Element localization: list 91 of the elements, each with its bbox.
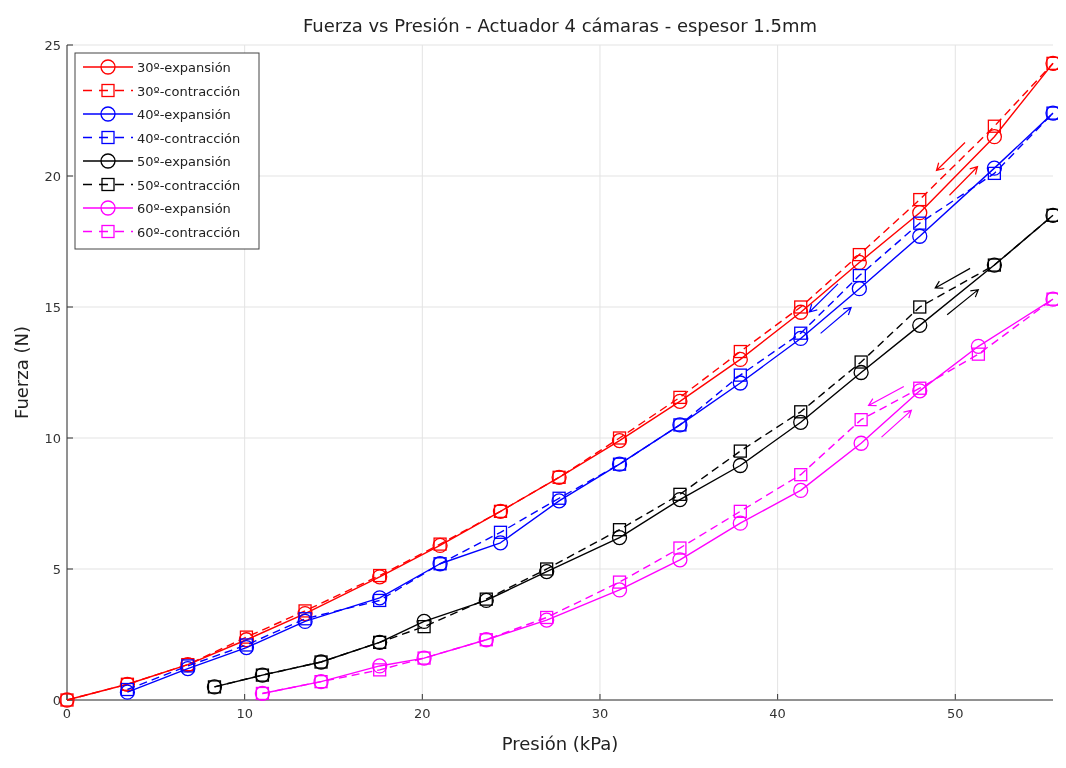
point <box>611 432 628 449</box>
point <box>913 381 927 395</box>
point <box>732 351 748 368</box>
point <box>673 541 687 555</box>
point <box>239 638 254 652</box>
point <box>732 515 748 531</box>
point <box>238 632 255 648</box>
point <box>733 504 747 519</box>
point <box>852 268 866 283</box>
y-tick-label: 10 <box>44 431 61 446</box>
point <box>298 612 312 626</box>
x-tick-label: 0 <box>62 706 72 721</box>
point <box>733 368 747 382</box>
point <box>987 119 1002 133</box>
point <box>298 604 312 618</box>
point <box>612 523 627 537</box>
legend-label: 50º-expansión <box>137 154 231 169</box>
point <box>794 326 808 340</box>
point <box>913 216 927 230</box>
point <box>297 613 313 630</box>
x-tick-label: 50 <box>947 706 964 721</box>
point <box>986 160 1003 176</box>
point <box>793 330 809 347</box>
point <box>732 457 748 474</box>
point <box>493 525 508 539</box>
point <box>372 658 388 674</box>
point <box>552 491 566 505</box>
point <box>297 605 313 622</box>
point <box>971 347 986 361</box>
point <box>987 166 1002 181</box>
point <box>733 444 747 458</box>
point <box>611 529 628 546</box>
y-tick-label: 25 <box>44 38 61 53</box>
y-tick-label: 15 <box>44 300 61 315</box>
point <box>852 247 866 262</box>
point <box>854 413 868 427</box>
legend-label: 60º-expansión <box>137 201 231 216</box>
legend-label: 40º-expansión <box>137 107 231 122</box>
y-axis-title: Fuerza (N) <box>11 326 32 419</box>
point <box>912 317 928 333</box>
point <box>238 639 255 656</box>
point <box>416 613 432 630</box>
x-tick-label: 20 <box>414 706 431 721</box>
legend-label: 30º-contracción <box>137 83 241 99</box>
point <box>732 375 748 391</box>
legend-label: 50º-contracción <box>137 177 241 193</box>
legend-label: 60º-contracción <box>137 224 241 240</box>
point <box>794 468 808 482</box>
point <box>672 491 688 508</box>
point <box>672 393 688 409</box>
point <box>854 355 868 369</box>
point <box>913 300 927 314</box>
point <box>539 563 555 580</box>
chart-title: Fuerza vs Presión - Actuador 4 cámaras - espesor 1.5mm <box>302 15 818 36</box>
point <box>794 300 808 314</box>
y-tick-label: 0 <box>52 693 61 708</box>
point <box>853 435 869 451</box>
point <box>970 338 987 354</box>
point <box>373 663 387 677</box>
point <box>851 281 867 297</box>
point <box>913 192 927 207</box>
point <box>794 405 808 419</box>
point <box>612 575 627 589</box>
point <box>853 364 869 381</box>
point <box>673 487 687 501</box>
point <box>793 482 809 499</box>
point <box>912 383 928 399</box>
x-tick-label: 10 <box>236 706 253 721</box>
point <box>793 414 809 430</box>
y-tick-label: 20 <box>44 169 61 184</box>
legend-label: 40º-contracción <box>137 130 241 146</box>
point <box>540 562 554 576</box>
point <box>612 431 627 445</box>
point <box>912 205 928 221</box>
point <box>672 552 688 568</box>
point <box>551 493 567 509</box>
y-tick-label: 5 <box>52 562 61 577</box>
point <box>912 228 928 244</box>
point <box>733 344 747 359</box>
x-tick-label: 30 <box>591 706 609 721</box>
point <box>180 660 196 677</box>
point <box>492 535 509 551</box>
point <box>986 129 1003 145</box>
point <box>611 582 628 598</box>
point <box>851 254 867 271</box>
legend-label: 30º-expansión <box>137 60 231 75</box>
point <box>417 619 431 634</box>
x-tick-label: 40 <box>769 706 786 721</box>
point <box>793 304 809 320</box>
x-axis-title: Presión (kPa) <box>501 733 619 754</box>
point <box>673 390 687 405</box>
